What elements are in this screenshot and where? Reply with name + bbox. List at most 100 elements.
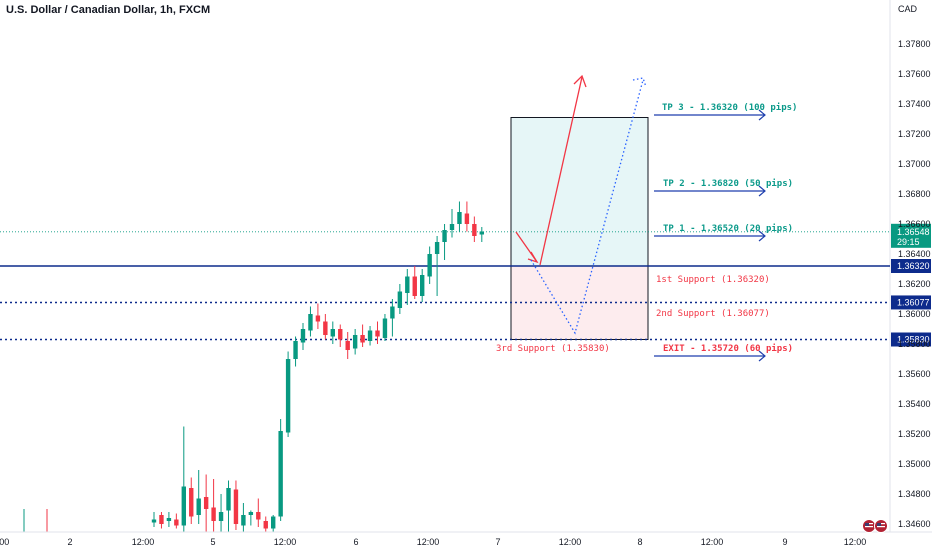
candle-body xyxy=(479,231,484,235)
candle xyxy=(211,479,216,532)
candle-body xyxy=(345,341,350,350)
candle xyxy=(196,470,201,524)
candle xyxy=(390,299,395,337)
candle-body xyxy=(375,330,380,337)
annotation-label: EXIT - 1.35720 (60 pips) xyxy=(663,343,793,354)
candle xyxy=(159,512,164,529)
candle xyxy=(338,324,343,347)
level-price-label: 1.36320 xyxy=(897,261,930,271)
candle-body xyxy=(442,230,447,242)
current-price-tag xyxy=(891,223,931,248)
candle xyxy=(434,236,440,296)
x-tick-label: 12:00 xyxy=(274,537,297,547)
candle-body xyxy=(233,489,239,524)
candle xyxy=(330,321,335,344)
candle-body xyxy=(181,486,186,526)
x-tick-label: 7 xyxy=(495,537,500,547)
candle-body xyxy=(315,315,321,322)
y-tick-label: 1.35000 xyxy=(898,459,931,469)
candle-body xyxy=(300,329,306,343)
symbol-title[interactable]: U.S. Dollar / Canadian Dollar, 1h, FXCM xyxy=(6,4,211,16)
candle xyxy=(189,477,194,524)
candle-body xyxy=(323,321,328,335)
candle xyxy=(241,503,246,532)
candle-body xyxy=(397,291,403,308)
countdown-label: 29:15 xyxy=(897,237,920,247)
candle-body xyxy=(390,306,395,319)
annotation-label: 1st Support (1.36320) xyxy=(656,275,770,285)
y-tick-label: 1.36400 xyxy=(898,249,931,259)
candle-body xyxy=(189,488,194,517)
price-axis[interactable]: 1.37800 1.37600 1.37400 1.37200 1.37000 1.368… xyxy=(898,39,931,529)
y-tick-label: 1.36800 xyxy=(898,189,931,199)
x-tick-label: 5 xyxy=(210,537,215,547)
candle-body xyxy=(285,359,291,433)
candle-body xyxy=(293,341,298,359)
candle-body xyxy=(360,335,365,343)
candle xyxy=(233,480,239,530)
candle xyxy=(427,246,432,284)
candles xyxy=(23,201,484,532)
y-tick-label: 1.37200 xyxy=(898,129,931,139)
x-tick-label: 12:00 xyxy=(844,537,867,547)
x-tick-label: 12:00 xyxy=(559,537,582,547)
y-tick-label: 1.37400 xyxy=(898,99,931,109)
candle-body xyxy=(367,330,373,341)
level-price-tag xyxy=(891,259,931,273)
level-price-label: 1.35830 xyxy=(897,335,930,345)
candle xyxy=(457,201,462,232)
candle-body xyxy=(271,516,276,529)
candle xyxy=(315,303,321,329)
candle-body xyxy=(196,498,201,515)
y-tick-label: 1.36200 xyxy=(898,279,931,289)
candle xyxy=(181,426,186,532)
y-tick-label: 1.36600 xyxy=(898,219,931,229)
time-axis[interactable]: :00 2 12:00 5 12:00 6 12:00 7 12:00 8 12:00 9 12:00 xyxy=(0,537,866,547)
candle-body xyxy=(382,318,388,338)
candle-body xyxy=(174,519,179,526)
candle xyxy=(151,512,157,527)
candle xyxy=(352,329,358,355)
candle-body xyxy=(434,242,440,254)
annotation-label: TP 3 - 1.36320 (100 pips) xyxy=(662,102,797,113)
candle xyxy=(367,326,373,346)
candle-body xyxy=(151,519,157,523)
y-tick-label: 1.34800 xyxy=(898,489,931,499)
candle-body xyxy=(412,276,417,296)
y-tick-label: 1.34600 xyxy=(898,519,931,529)
candle-body xyxy=(449,224,455,230)
annotation-label: TP 2 - 1.36820 (50 pips) xyxy=(663,178,793,189)
candle-body xyxy=(308,314,313,331)
candle xyxy=(345,332,350,359)
y-tick-label: 1.35600 xyxy=(898,369,931,379)
candle-body xyxy=(278,431,283,517)
candle xyxy=(174,513,179,529)
x-tick-label: 2 xyxy=(67,537,72,547)
candle xyxy=(449,209,455,238)
y-tick-label: 1.35800 xyxy=(898,339,931,349)
y-tick-label: 1.36000 xyxy=(898,309,931,319)
candle-body xyxy=(166,518,172,521)
candle-body xyxy=(203,497,209,509)
y-tick-label: 1.37600 xyxy=(898,69,931,79)
current-price-label: 1.36548 xyxy=(897,227,930,237)
flag-icon[interactable] xyxy=(862,519,890,533)
arrow-right-icon xyxy=(758,230,766,242)
candle-body xyxy=(405,276,410,293)
candle xyxy=(278,419,283,521)
candle xyxy=(464,201,470,232)
candle xyxy=(442,224,447,260)
arrowhead-icon xyxy=(632,77,647,88)
x-tick-label: 8 xyxy=(637,537,642,547)
candle xyxy=(226,480,231,532)
candle xyxy=(248,510,254,526)
candle xyxy=(360,324,365,347)
x-tick-label: 6 xyxy=(353,537,358,547)
x-tick-label: 12:00 xyxy=(417,537,440,547)
candle-body xyxy=(420,275,425,296)
candle xyxy=(203,474,209,532)
level-price-label: 1.36077 xyxy=(897,297,930,307)
candle-body xyxy=(263,521,268,529)
candle xyxy=(271,515,276,532)
